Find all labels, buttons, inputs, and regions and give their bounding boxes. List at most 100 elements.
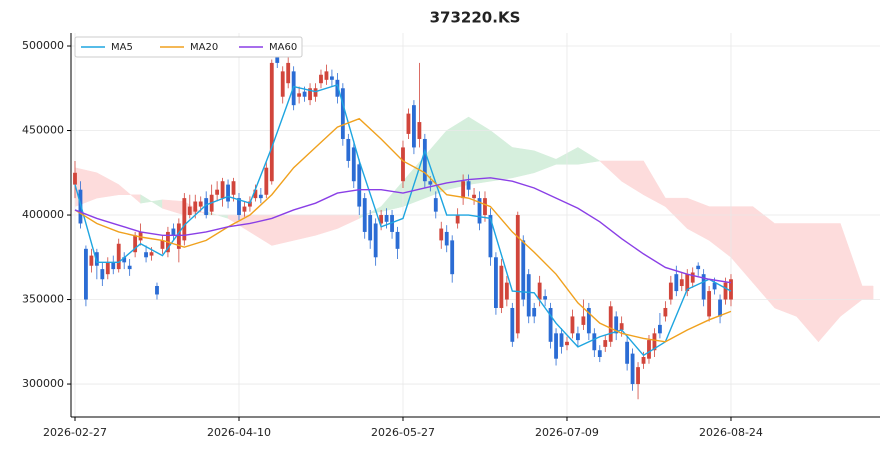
candle-body [280,71,285,97]
candle-body [215,189,220,195]
candle-body [592,333,597,351]
candle-body [248,201,252,207]
candle-body [679,279,684,287]
cloud-segment [599,160,622,182]
candle-body [149,252,154,256]
candle-body [603,340,608,347]
cloud-segment [730,206,754,284]
cloud-segment [315,214,338,236]
candle-body [581,316,586,325]
candle-body [723,282,728,300]
candle-body [641,357,646,364]
x-tick-label: 2026-07-09 [535,426,599,439]
candle-body [685,274,690,292]
cloud-segment [686,197,710,241]
candle-body [122,257,127,263]
candle-body [357,164,362,207]
ma-line [74,84,732,357]
cloud-segment [621,160,644,196]
candle-body [127,265,132,270]
candle-body [258,194,263,199]
candle-body [204,198,209,216]
cloud-segment [752,206,775,309]
candle-body [340,88,345,139]
candle-body [176,223,181,249]
candle-body [483,198,487,216]
candle-body [652,333,657,351]
x-tick-label: 2026-02-27 [43,426,107,439]
candle-body [94,252,99,266]
candle-body [231,181,236,195]
candle-body [576,333,580,341]
candle-body [226,184,230,202]
cloud-segment [337,214,360,229]
candle-body [570,316,575,334]
candle-body [701,274,706,300]
candle-body [521,240,526,300]
cloud-segment [74,167,98,207]
candle-body [105,262,110,275]
candle-body [526,274,531,317]
cloud-segment [577,146,601,165]
candle-body [586,307,591,334]
cloud-segment [512,147,535,179]
candle-body [712,282,717,290]
candle-body [384,215,389,222]
y-tick-label: 350000 [22,293,64,306]
cloud-segment [665,197,688,230]
cloud-segment [293,214,316,241]
candle-body [100,269,105,280]
candle-body [401,147,405,182]
candle-body [537,282,542,300]
candle-body [324,71,329,80]
candle-body [373,223,378,258]
legend-label: MA20 [190,42,218,53]
candle-body [155,286,159,295]
candle-body [297,93,302,97]
candle-body [346,138,351,161]
candle-body [548,307,553,342]
candle-body [237,198,241,216]
cloud-segment [140,194,163,209]
cloud-segment [533,150,557,174]
cloud-segment [708,206,732,258]
candle-body [674,274,679,292]
candle-body [630,353,635,385]
cloud-segment [490,130,513,182]
candle-body [729,279,733,300]
candle-body [253,189,258,199]
cloud-segment [796,223,819,343]
cloud-segment [96,172,119,199]
candle-body [264,167,269,195]
candle-body [625,341,630,364]
candle-body [499,265,504,308]
cloud-segment [118,184,141,204]
x-tick-label: 2026-05-27 [371,426,435,439]
candle-body [433,198,438,212]
candle-body [302,91,307,97]
y-tick-label: 500000 [22,39,64,52]
cloud-segment [446,116,469,190]
cloud-segment [818,223,841,343]
candle-body [532,307,537,317]
ma-line [74,177,732,284]
cloud-segment [468,116,491,185]
candle-body [89,255,94,266]
cloud-segment [271,214,294,246]
y-tick-label: 450000 [22,124,64,137]
candle-body [647,340,651,359]
candle-body [395,231,400,249]
candle-body [368,215,373,241]
candle-body [472,194,476,199]
candle-body [412,105,416,148]
legend-box [74,36,303,58]
candle-body [351,147,356,182]
candle-body [335,79,340,97]
candle-body [439,228,444,241]
candle-body [390,215,394,232]
candle-body [494,257,498,308]
candle-body [220,181,225,199]
candle-body [428,181,433,185]
candle-body [619,323,624,330]
candle-body [450,240,455,275]
